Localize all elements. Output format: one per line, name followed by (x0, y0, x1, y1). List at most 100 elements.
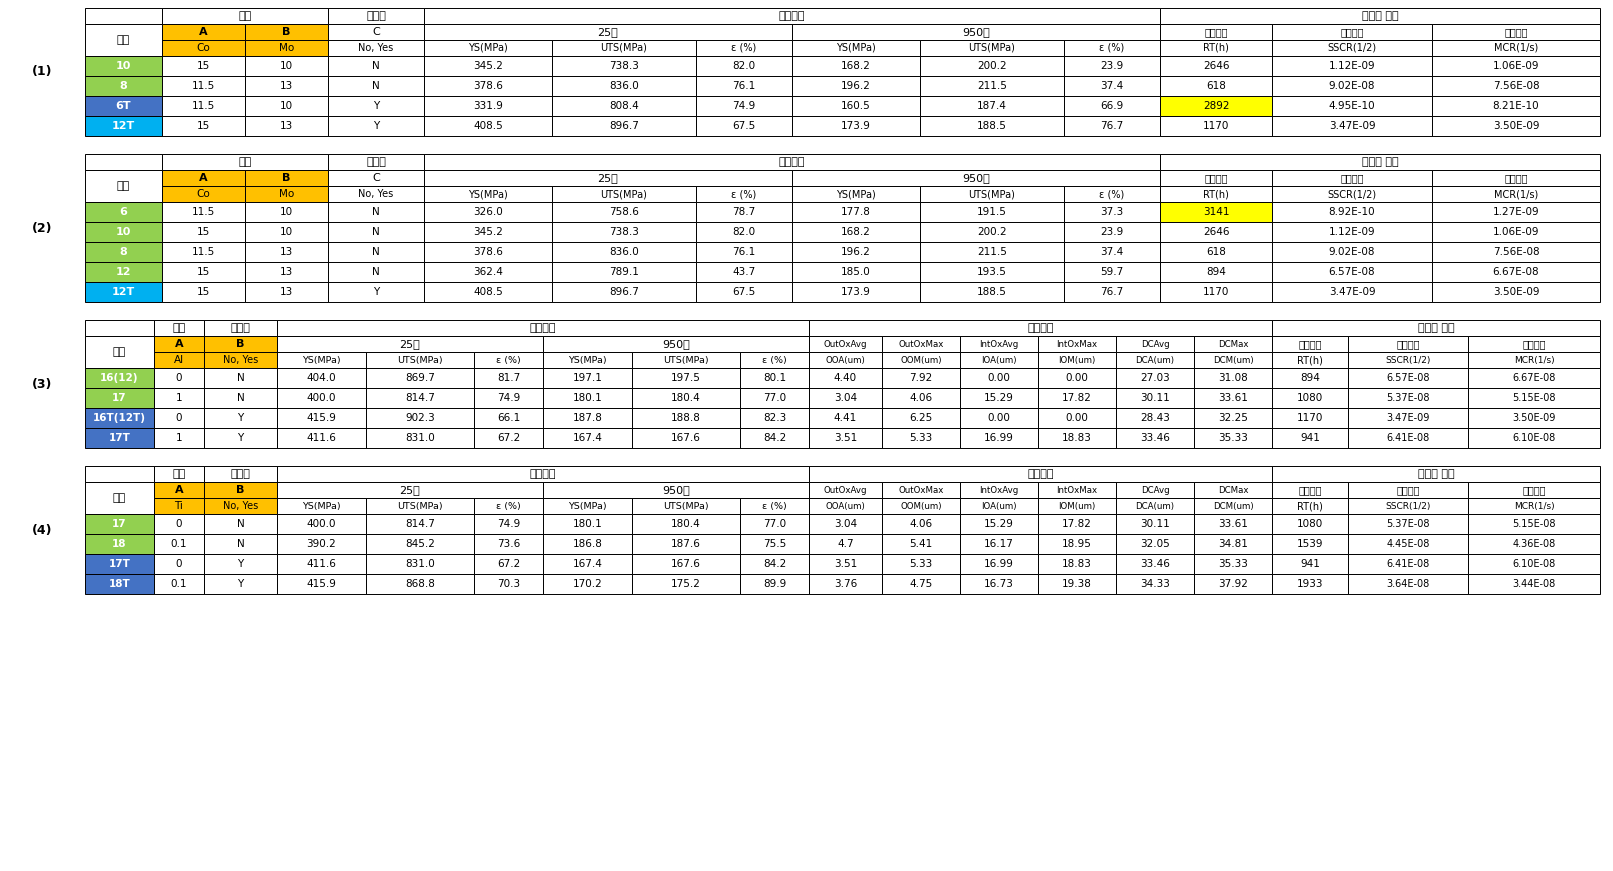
Bar (1160, 202, 1273, 222)
Bar (85, 262, 161, 282)
Bar (161, 170, 245, 186)
Text: 9.02E-08: 9.02E-08 (1329, 81, 1376, 91)
Text: DCM(um): DCM(um) (1213, 502, 1253, 510)
Text: OutOxMax: OutOxMax (898, 485, 944, 495)
Text: 67.2: 67.2 (497, 559, 519, 569)
Text: Mo: Mo (279, 43, 294, 53)
Bar (203, 368, 277, 388)
Bar (552, 202, 695, 222)
Text: 23.9: 23.9 (1100, 61, 1124, 71)
Bar (245, 116, 327, 136)
Text: 10: 10 (281, 61, 294, 71)
Bar (1039, 428, 1116, 448)
Text: 4.40: 4.40 (834, 373, 857, 383)
Bar (1432, 282, 1600, 302)
Bar (919, 202, 1065, 222)
Bar (792, 202, 919, 222)
Text: 415.9: 415.9 (306, 579, 337, 589)
Text: 34.33: 34.33 (1140, 579, 1169, 589)
Text: ε (%): ε (%) (1100, 43, 1124, 53)
Text: 1.06E-09: 1.06E-09 (1492, 227, 1539, 237)
Text: 7.56E-08: 7.56E-08 (1492, 81, 1539, 91)
Bar (85, 554, 153, 574)
Text: 8: 8 (119, 247, 127, 257)
Text: 167.6: 167.6 (671, 559, 702, 569)
Bar (919, 242, 1065, 262)
Text: 814.7: 814.7 (405, 393, 436, 403)
Text: 차수: 차수 (113, 493, 126, 503)
Bar (1348, 498, 1468, 514)
Bar (810, 498, 882, 514)
Bar (1160, 242, 1273, 262)
Text: 77.0: 77.0 (763, 393, 786, 403)
Text: OOA(um): OOA(um) (826, 502, 866, 510)
Bar (632, 408, 740, 428)
Text: 15: 15 (197, 227, 210, 237)
Text: MCR(1/s): MCR(1/s) (1494, 189, 1539, 199)
Bar (792, 242, 919, 262)
Bar (161, 56, 245, 76)
Bar (632, 514, 740, 534)
Bar (919, 40, 1065, 56)
Text: Mo: Mo (279, 189, 294, 199)
Bar (1039, 574, 1116, 594)
Text: 8: 8 (119, 81, 127, 91)
Text: Y: Y (237, 413, 244, 423)
Bar (327, 170, 424, 186)
Text: 81.7: 81.7 (497, 373, 519, 383)
Bar (85, 574, 153, 594)
Text: UTS(MPa): UTS(MPa) (600, 189, 647, 199)
Text: 3.51: 3.51 (834, 433, 857, 443)
Text: Ti: Ti (174, 501, 184, 511)
Bar (544, 482, 810, 498)
Text: 5.37E-08: 5.37E-08 (1386, 393, 1429, 403)
Bar (153, 498, 203, 514)
Text: RT(h): RT(h) (1297, 355, 1323, 365)
Text: 84.2: 84.2 (763, 559, 786, 569)
Bar (919, 222, 1065, 242)
Bar (474, 534, 544, 554)
Text: ε (%): ε (%) (731, 43, 756, 53)
Bar (740, 574, 810, 594)
Text: 4.95E-10: 4.95E-10 (1329, 101, 1376, 111)
Bar (245, 186, 327, 202)
Bar (960, 368, 1039, 388)
Text: 30.11: 30.11 (1140, 519, 1169, 529)
Text: MCR(1/s): MCR(1/s) (1513, 502, 1555, 510)
Bar (203, 320, 277, 336)
Text: 13: 13 (281, 81, 294, 91)
Text: 크리프 특성: 크리프 특성 (1361, 157, 1398, 167)
Text: 200.2: 200.2 (977, 61, 1007, 71)
Text: 187.8: 187.8 (573, 413, 602, 423)
Text: 4.36E-08: 4.36E-08 (1513, 539, 1555, 549)
Text: IntOxMax: IntOxMax (1057, 340, 1097, 348)
Bar (1432, 202, 1600, 222)
Text: 1170: 1170 (1203, 121, 1229, 131)
Text: 11.5: 11.5 (192, 247, 215, 257)
Bar (245, 282, 327, 302)
Text: 2646: 2646 (1203, 227, 1229, 237)
Bar (1273, 242, 1432, 262)
Text: 파단시간: 파단시간 (1298, 339, 1321, 349)
Bar (792, 222, 919, 242)
Text: 950도: 950도 (961, 27, 990, 37)
Text: 845.2: 845.2 (405, 539, 436, 549)
Bar (695, 40, 792, 56)
Bar (810, 482, 882, 498)
Text: 크립속도: 크립속도 (1397, 485, 1419, 495)
Text: 180.4: 180.4 (671, 519, 702, 529)
Text: No, Yes: No, Yes (223, 501, 258, 511)
Bar (424, 282, 552, 302)
Bar (1468, 352, 1600, 368)
Bar (1194, 408, 1273, 428)
Bar (327, 154, 424, 170)
Text: UTS(MPa): UTS(MPa) (397, 355, 444, 364)
Text: 28.43: 28.43 (1140, 413, 1169, 423)
Text: UTS(MPa): UTS(MPa) (968, 43, 1016, 53)
Text: 180.1: 180.1 (573, 519, 602, 529)
Bar (1160, 76, 1273, 96)
Bar (327, 24, 424, 40)
Bar (792, 170, 1160, 186)
Text: 896.7: 896.7 (610, 121, 639, 131)
Bar (1432, 116, 1600, 136)
